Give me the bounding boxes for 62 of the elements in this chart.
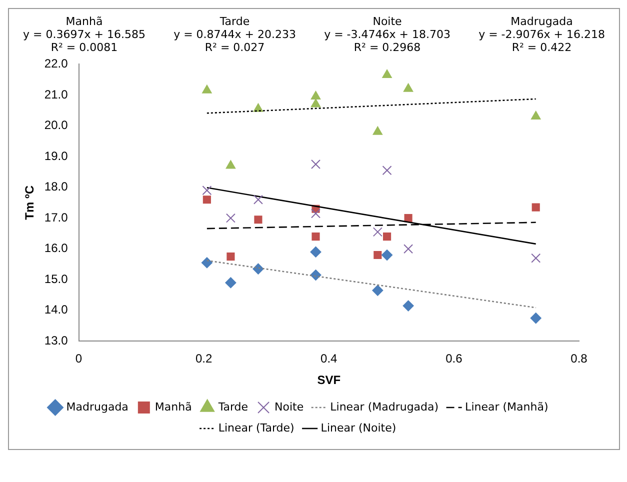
point [382,232,392,241]
point [254,216,262,224]
point [531,111,541,120]
y-tick-label: 14.0 [44,302,68,317]
x-tick-label: 0.8 [570,352,588,366]
legend-label: Linear (Tarde) [218,421,294,434]
legend-label: Madrugada [66,400,128,414]
point [532,203,540,212]
point [310,246,322,258]
y-tick-label: 13.0 [44,334,68,348]
point [202,186,212,196]
point [311,208,320,218]
point [382,166,392,176]
point [404,244,414,254]
point [404,214,412,222]
y-tick-label: 17.0 [44,210,68,224]
x-tick-label: 0.6 [446,352,463,366]
y-tick-label: 21.0 [44,87,68,102]
point [312,232,320,241]
point [252,263,264,274]
x-axis-title: SVF [317,373,341,388]
y-tick-label: 20.0 [44,118,68,132]
legend-label: Noite [274,400,304,414]
text: Tarde y = 0.8744x + 20.233 R² = 0.027 [174,15,296,54]
y-tick-label: 22.0 [44,56,68,71]
legend-label: Linear (Manhã) [465,400,548,414]
y-tick-label: 19.0 [44,148,68,163]
point [202,84,212,94]
point [382,69,392,78]
point [226,160,236,169]
y-tick-label: 18.0 [44,180,68,194]
text: Manhã y = 0.3697x + 16.585 R² = 0.0081 [23,15,146,54]
point [202,196,211,204]
y-tick-label: 16.0 [44,241,68,256]
legend-label: Manhã [154,400,192,414]
point [382,250,393,261]
point [226,213,236,223]
point [310,91,321,100]
point [311,159,320,169]
point [372,227,382,237]
y-tick-label: 15.0 [44,272,68,286]
legend-label: Linear (Madrugada) [330,400,439,414]
point [403,83,414,92]
x-tick-label: 0 [75,352,82,366]
legend-label: Tarde [217,400,248,414]
x-tick-label: 0.4 [320,352,338,366]
point [372,126,382,135]
text: Madrugada y = -2.9076x + 16.218 R² = 0.422 [478,15,605,54]
point [201,257,212,268]
point [372,284,384,296]
point [310,98,321,108]
point [226,252,235,261]
y-axis-title: Tm ºC [22,185,37,220]
point [374,250,382,260]
x-tick-label: 0.2 [195,352,212,366]
point [531,253,541,263]
point [253,194,263,204]
point [402,300,414,312]
legend-label: Linear (Noite) [320,421,396,434]
point [225,277,236,288]
text: Noite y = -3.4746x + 18.703 R² = 0.2968 [324,15,450,54]
point [530,312,542,324]
